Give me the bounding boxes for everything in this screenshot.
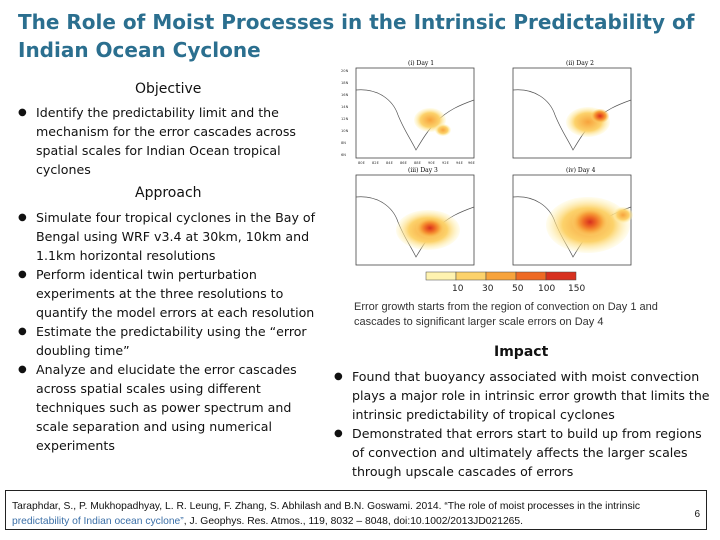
- error-growth-figure: (i) Day 1 (ii) Day 2 (iii) Day 3 (iv) Da…: [341, 60, 633, 294]
- panel-label: (i) Day 1: [408, 60, 434, 67]
- colorbar-tick: 150: [568, 284, 585, 294]
- approach-item: Perform identical twin perturbation expe…: [18, 265, 324, 322]
- objective-list: Identify the predictability limit and th…: [18, 103, 308, 179]
- citation-line2: predictability of Indian ocean cyclone”,…: [12, 514, 700, 529]
- objective-item: Identify the predictability limit and th…: [18, 103, 308, 179]
- impact-item: Found that buoyancy associated with mois…: [334, 367, 712, 424]
- page-number: 6: [694, 509, 700, 520]
- x-tick: 92E: [442, 161, 450, 165]
- colorbar-tick: 50: [512, 284, 524, 294]
- page-title: The Role of Moist Processes in the Intri…: [18, 10, 695, 62]
- x-tick: 94E: [456, 161, 464, 165]
- panel-label: (iii) Day 3: [408, 167, 438, 174]
- x-tick: 80E: [358, 161, 366, 165]
- colorbar-tick: 100: [538, 284, 555, 294]
- panel-day3: (iii) Day 3: [355, 167, 475, 266]
- panel-day1: (i) Day 1: [355, 60, 475, 159]
- y-tick: 12N: [341, 117, 349, 121]
- x-tick: 88E: [414, 161, 422, 165]
- impact-item: Demonstrated that errors start to build …: [334, 424, 712, 481]
- panel-day2: (ii) Day 2: [512, 60, 632, 159]
- panel-label: (iv) Day 4: [566, 167, 596, 174]
- citation-journal: , J. Geophys. Res. Atmos., 119, 8032 – 8…: [183, 516, 523, 527]
- approach-item: Simulate four tropical cyclones in the B…: [18, 208, 324, 265]
- citation-line1: Taraphdar, S., P. Mukhopadhyay, L. R. Le…: [12, 499, 700, 514]
- approach-item: Estimate the predictability using the “e…: [18, 322, 324, 360]
- y-tick: 8N: [341, 141, 346, 145]
- colorbar: 10 30 50 100 150: [425, 271, 585, 294]
- objective-heading: Objective: [135, 81, 202, 97]
- approach-list: Simulate four tropical cyclones in the B…: [18, 208, 324, 455]
- figure-axis-labels: 20N 18N 16N 14N 12N 10N 8N 6N 80E 82E 84…: [341, 69, 476, 165]
- y-tick: 10N: [341, 129, 349, 133]
- citation-authors: Taraphdar, S., P. Mukhopadhyay, L. R. Le…: [12, 501, 641, 512]
- x-tick: 86E: [400, 161, 408, 165]
- colorbar-swatch: [485, 271, 517, 281]
- y-tick: 16N: [341, 93, 349, 97]
- x-tick: 90E: [428, 161, 436, 165]
- y-tick: 6N: [341, 153, 346, 157]
- y-tick: 14N: [341, 105, 349, 109]
- colorbar-swatch: [455, 271, 487, 281]
- x-tick: 82E: [372, 161, 380, 165]
- impact-list: Found that buoyancy associated with mois…: [334, 367, 712, 481]
- panel-day4: (iv) Day 4: [512, 167, 633, 266]
- y-tick: 20N: [341, 69, 349, 73]
- panel-label: (ii) Day 2: [566, 60, 594, 67]
- x-tick: 84E: [386, 161, 394, 165]
- approach-item: Analyze and elucidate the error cascades…: [18, 360, 324, 455]
- colorbar-tick: 30: [482, 284, 494, 294]
- colorbar-swatch: [515, 271, 547, 281]
- approach-heading: Approach: [135, 185, 202, 201]
- x-tick: 96E: [468, 161, 476, 165]
- colorbar-swatch: [545, 271, 577, 281]
- impact-heading: Impact: [494, 344, 549, 360]
- citation-title: predictability of Indian ocean cyclone”: [12, 516, 184, 527]
- y-tick: 18N: [341, 81, 349, 85]
- colorbar-swatch: [425, 271, 457, 281]
- colorbar-tick: 10: [452, 284, 464, 294]
- figure-caption: Error growth starts from the region of c…: [354, 301, 658, 328]
- citation-box: Taraphdar, S., P. Mukhopadhyay, L. R. Le…: [5, 490, 707, 530]
